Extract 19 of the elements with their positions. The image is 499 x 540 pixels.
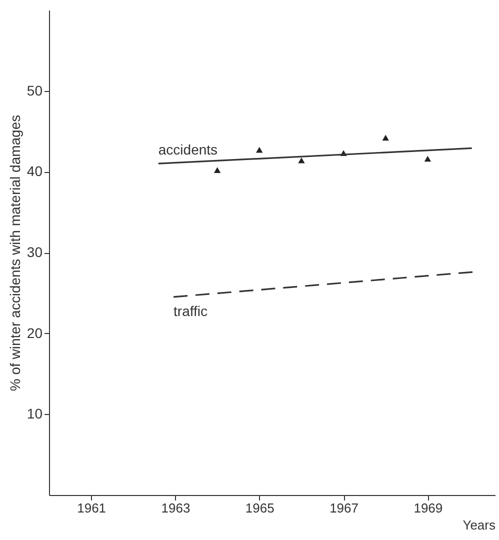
series-label: traffic [174, 302, 208, 319]
x-axis-title: Years [462, 518, 496, 532]
point [214, 167, 221, 173]
y-tick-label: 40 [26, 163, 43, 180]
x-tick-label: 1961 [77, 500, 106, 516]
y-axis-title: % of winter accidents with material damages [6, 114, 23, 392]
x-tick-label: 1963 [161, 500, 190, 516]
y-tick-label: 30 [26, 244, 43, 260]
series-label: accidents [158, 142, 218, 158]
x-tick-label: 1969 [414, 500, 443, 516]
y-tick-label: 20 [26, 324, 43, 341]
y-tick-label: 10 [26, 406, 43, 422]
y-tick-label: 50 [26, 82, 43, 98]
x-tick-label: 1965 [245, 500, 274, 516]
point [256, 146, 263, 153]
point [424, 156, 432, 162]
point [298, 157, 305, 164]
point [382, 134, 389, 141]
x-tick-label: 1967 [330, 500, 358, 516]
